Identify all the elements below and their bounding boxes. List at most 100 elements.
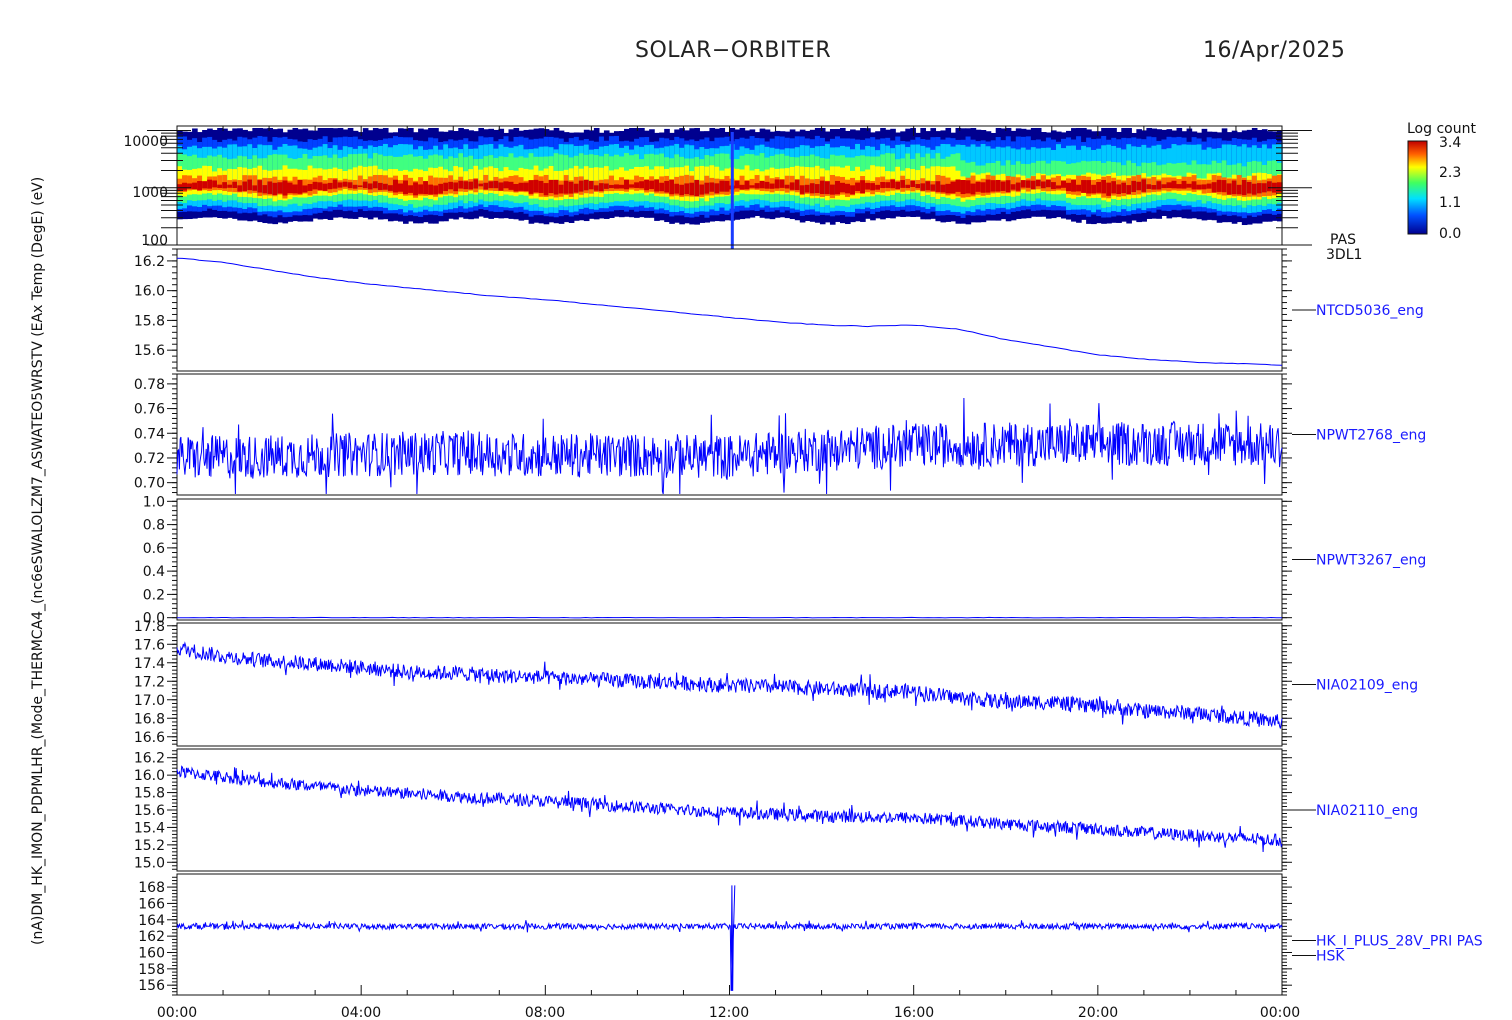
panel-ytick-label: 15.2 [134,838,165,854]
spectrogram-cell [352,184,359,189]
mission-title: SOLAR−ORBITER [635,38,832,63]
spectrogram-cell [292,184,299,194]
spectrogram-cell [548,179,555,194]
spectrogram-cell [448,181,454,190]
x-tick-label: 20:00 [1078,1005,1118,1020]
panel-ytick-label: 16.2 [134,751,165,767]
spectrogram-cell [578,180,585,192]
spectrogram-cell [744,165,751,195]
spectrogram-cell [875,184,881,190]
spectrogram-cell [684,183,690,195]
spectrogram-cell [377,182,384,190]
panel-series-label: NIA02110_eng [1316,803,1418,819]
spectrogram-cell [287,182,294,194]
spectrogram-cell [829,184,836,195]
spectrogram-cell [367,183,374,190]
spectrogram-cell [895,181,901,190]
panel-ytick-label: 0.0 [143,611,165,627]
spectrogram-cell [1166,182,1173,188]
spectrogram-cell [563,180,570,194]
spectrogram-cell [890,179,896,189]
x-tick-label: 16:00 [894,1005,934,1020]
spectrogram-cell [674,183,680,194]
panel-ytick-label: 0.76 [134,402,165,418]
spectrogram-cell [202,181,208,189]
spectrogram-cell [207,179,213,189]
panel-ntcd5036-eng: 16.2 16.0 15.8 15.6 NTCD5036_eng [134,248,1424,372]
spectrogram-cell [950,181,957,194]
x-tick-label: 00:00 [1260,1005,1300,1020]
spectrogram-cell [488,181,495,189]
spectrogram-cell [1261,183,1268,193]
spectrogram-cell [639,181,645,189]
panel-series-label: NPWT2768_eng [1316,428,1426,444]
panel-ytick-label: 156 [138,978,165,994]
spectrogram-cell [1161,184,1168,189]
spectrogram-cell [734,180,741,189]
panel-frame [176,248,1283,372]
panel-frame [176,622,1283,747]
spectrogram-cell [483,182,490,190]
spectrogram-cell [468,181,474,190]
spectrogram-cell [1201,184,1208,190]
panel-ytick-label: 16.8 [134,711,165,727]
spectrogram-cell [1186,183,1193,188]
spectrogram-cell [970,183,977,195]
x-tick-label: 00:00 [157,1005,197,1020]
spectrogram-cell [1000,181,1007,191]
spectrogram-cell [1256,183,1263,194]
spectrogram-cell [1055,175,1062,191]
spectrogram-cell [362,181,369,189]
spectrogram-cell [342,181,349,187]
panel-series-label: NIA02109_eng [1316,678,1418,694]
spectrogram-cell [518,182,525,191]
spectrogram-cell [1005,180,1012,193]
spectrogram-cell [1055,185,1062,189]
spectrogram-spike [730,132,734,249]
spectrogram-cell [543,183,550,196]
spectrogram-cell [719,180,726,192]
panel-frame [176,873,1283,996]
spectrogram-cell [624,179,630,190]
panel-ytick-label: 15.0 [134,855,165,871]
spectrogram-cell [1221,180,1228,193]
spectrogram-cell [418,184,424,194]
spectrogram-cell [1106,182,1112,196]
spectrogram-minor-ticks [147,130,1312,246]
spectrogram-cell [1121,182,1127,194]
spectrogram-cell [619,177,625,191]
spectrogram-cell [503,181,510,189]
spectrogram-cell [654,179,660,192]
spectrogram-cell [302,185,309,193]
spectrogram-cell [990,180,997,192]
panel-ytick-label: 166 [138,896,165,912]
spectrogram-cell [202,165,208,194]
spectrogram-cell [523,182,530,192]
spectrogram-cell [227,184,233,188]
spectrogram-cell [814,184,821,194]
spectrogram-cell [568,181,575,194]
spectrogram-cell [905,184,911,189]
spectrogram-cell [312,181,319,190]
spectrogram-cell [834,180,841,195]
spectrogram-cell [593,185,600,191]
spectrogram-cell [709,182,716,192]
spectrogram-cell [945,183,952,194]
spectrogram-cell [1131,180,1137,193]
spectrogram-cell [307,183,314,191]
spectrogram-cell [242,181,248,192]
series-line [176,885,1283,991]
spectrogram-cell [885,182,891,188]
spectrogram-cell [895,166,901,193]
spectrogram-cell [865,182,871,190]
colorbar-tick: 1.1 [1439,195,1461,211]
spectrogram-cell [458,180,464,189]
panel-ytick-label: 168 [138,880,165,896]
spectrogram-cell [1025,180,1032,188]
spectrogram-cell [860,180,866,194]
spectrogram-cell [1176,184,1183,189]
panel-nia02109-eng: 17.8 17.6 17.4 17.2 17.0 16.8 16.6 NIA02109_eng [134,619,1418,747]
spectrogram-cell [995,179,1002,192]
spectrogram-cell [1266,181,1273,192]
spectrogram-cell [769,183,776,189]
